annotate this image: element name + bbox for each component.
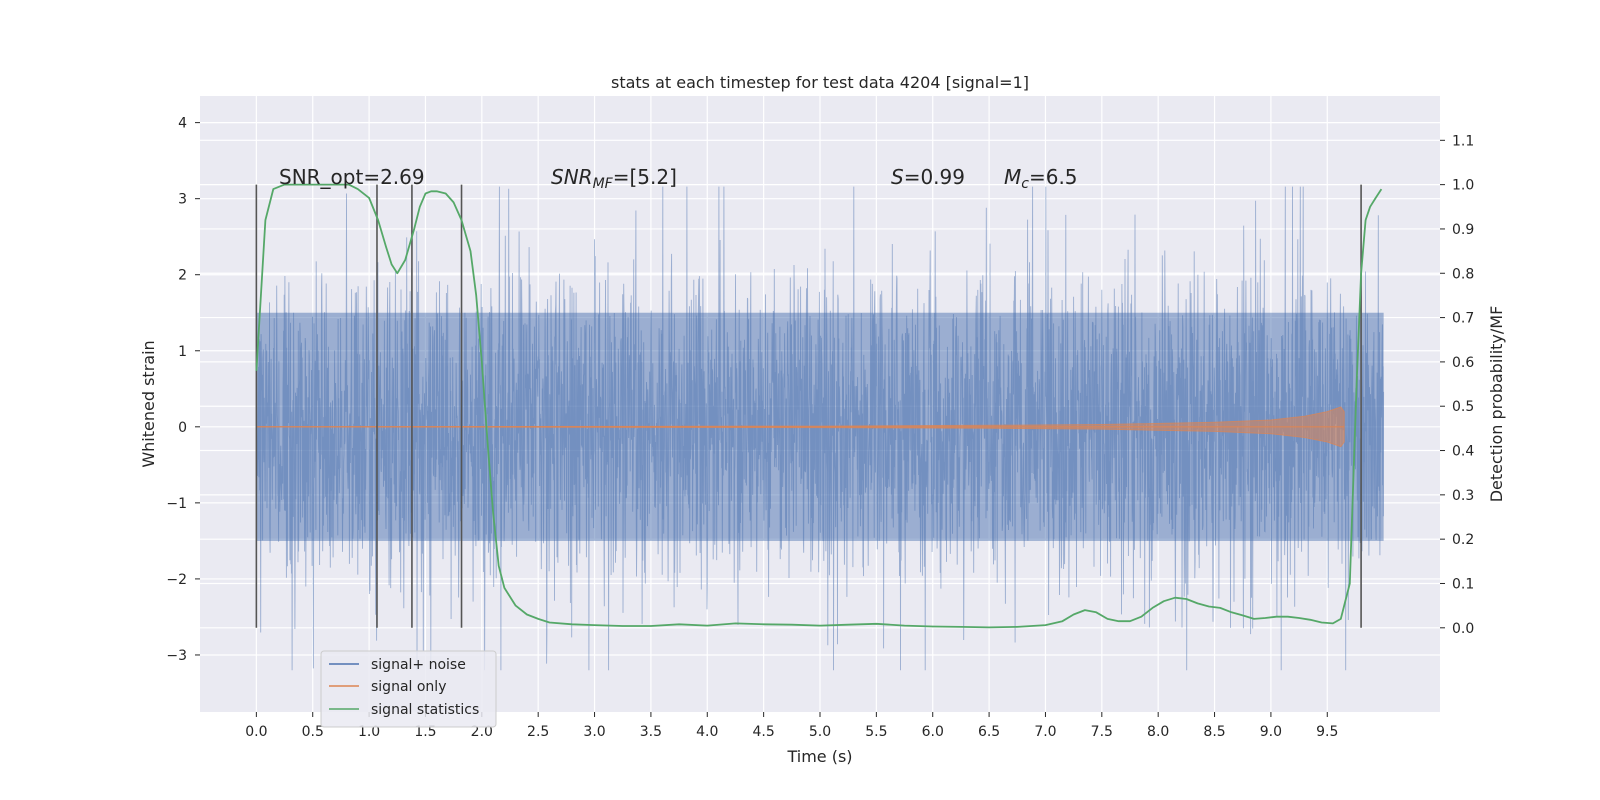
y2-tick-label: 0.1 (1452, 576, 1474, 592)
annotation-snr-mf-base: SNR (551, 165, 593, 189)
y-tick-label: 1 (178, 344, 187, 360)
legend-label-signal-statistics: signal statistics (371, 702, 479, 718)
signal-statistics-line (255, 183, 1383, 629)
y-tick-label: 0 (178, 420, 187, 436)
annotation-mc: Mc=6.5 (1004, 165, 1078, 192)
chart-title: stats at each timestep for test data 420… (611, 73, 1029, 92)
y2-tick-label: 1.0 (1452, 178, 1474, 194)
annotation-mc-sub: c (1021, 176, 1029, 192)
y2-tick-label: 0.0 (1452, 621, 1474, 637)
x-tick-label: 5.0 (809, 724, 831, 740)
signal-only-series (256, 406, 1345, 448)
x-tick-label: 7.5 (1091, 724, 1113, 740)
y2-tick-label: 0.4 (1452, 444, 1474, 460)
legend-label-signal-noise: signal+ noise (371, 657, 466, 673)
y2-axis-label: Detection probability/MF (1487, 306, 1506, 503)
y2-tick-label: 0.3 (1452, 488, 1474, 504)
annotation-s: S=0.99 (891, 165, 965, 189)
y-tick-label: 3 (178, 192, 187, 208)
x-tick-label: 4.0 (696, 724, 718, 740)
y-tick-label: −2 (166, 572, 187, 588)
x-tick-label: 8.5 (1203, 724, 1225, 740)
annotation-s-base: S (891, 165, 904, 189)
y-tick-label: 2 (178, 268, 187, 284)
x-tick-label: 6.5 (978, 724, 1000, 740)
x-tick-label: 3.0 (583, 724, 605, 740)
legend-label-signal-only: signal only (371, 679, 446, 695)
x-tick-label: 5.5 (865, 724, 887, 740)
x-tick-label: 7.0 (1034, 724, 1056, 740)
y2-tick-label: 0.6 (1452, 355, 1474, 371)
x-tick-label: 8.0 (1147, 724, 1169, 740)
annotation-snr-mf-value: =[5.2] (613, 165, 677, 189)
y-axis-label: Whitened strain (139, 340, 158, 467)
y2-tick-label: 0.7 (1452, 311, 1474, 327)
segment-markers (255, 184, 1362, 628)
annotation-mc-base: M (1004, 165, 1021, 189)
signal-statistics-series (255, 183, 1383, 629)
annotation-snr-mf: SNRMF=[5.2] (551, 165, 677, 192)
legend-box (320, 650, 497, 728)
y2-tick-label: 1.1 (1452, 133, 1474, 149)
y2-tick-label: 0.8 (1452, 266, 1474, 282)
axis-ticks: 0.0 0.5 1.0 1.5 2.0 2.5 3.0 3.5 4.0 4.5 5.0 5.5 6.0 6… (166, 116, 1474, 740)
x-tick-label: 2.5 (527, 724, 549, 740)
x-tick-label: 6.0 (922, 724, 944, 740)
annotation-s-value: =0.99 (904, 165, 965, 189)
x-tick-label: 9.0 (1260, 724, 1282, 740)
y-tick-label: −1 (166, 496, 187, 512)
legend: signal+ noise signal only signal statist… (320, 650, 497, 728)
x-tick-label: 1.0 (358, 724, 380, 740)
x-tick-label: 1.5 (414, 724, 436, 740)
annotation-mc-value: =6.5 (1029, 165, 1078, 189)
x-tick-label: 0.5 (302, 724, 324, 740)
annotation-snr-opt: SNR_opt=2.69 (279, 165, 425, 189)
y-tick-label: −3 (166, 648, 187, 664)
x-tick-label: 0.0 (245, 724, 267, 740)
annotation-snr-mf-sub: MF (593, 176, 614, 192)
y2-tick-label: 0.5 (1452, 399, 1474, 415)
x-tick-label: 2.0 (471, 724, 493, 740)
x-axis-label: Time (s) (786, 747, 852, 766)
x-tick-label: 3.5 (640, 724, 662, 740)
y2-tick-label: 0.9 (1452, 222, 1474, 238)
y-tick-label: 4 (178, 116, 187, 132)
y2-tick-label: 0.2 (1452, 532, 1474, 548)
x-tick-label: 4.5 (753, 724, 775, 740)
x-tick-label: 9.5 (1316, 724, 1338, 740)
